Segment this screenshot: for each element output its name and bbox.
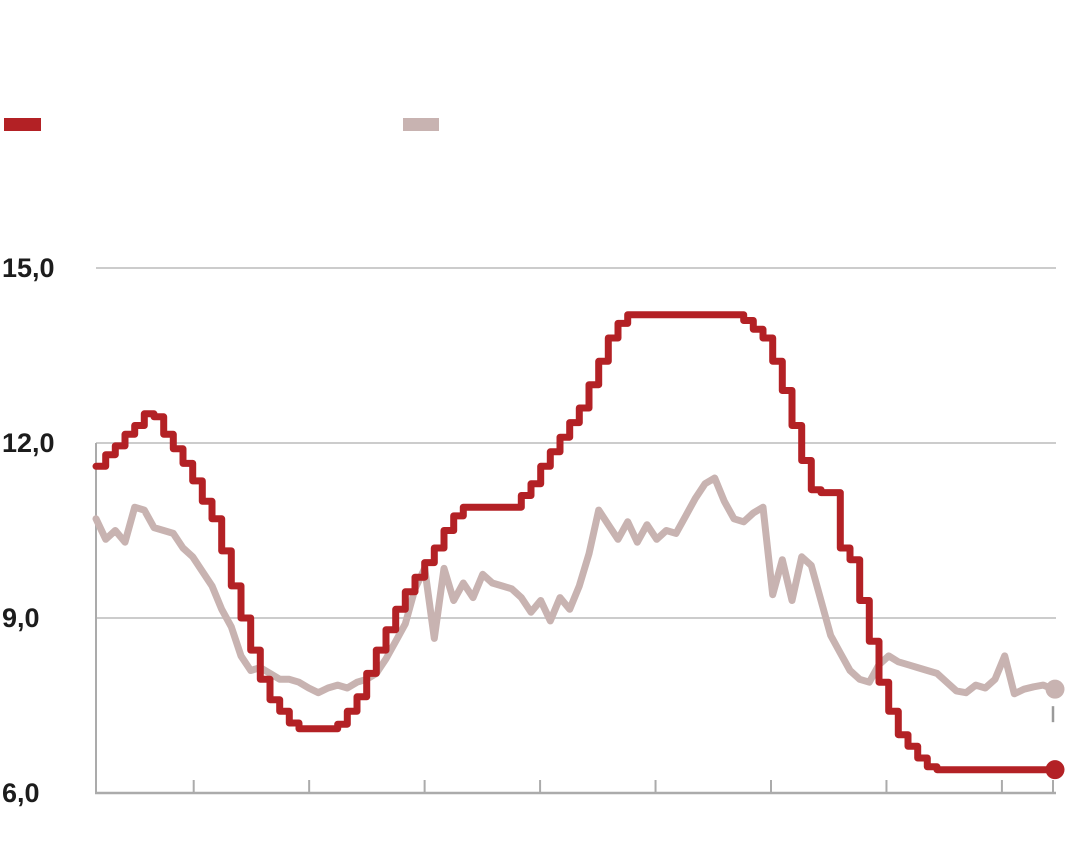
y-axis-label: 12,0 [2, 428, 55, 458]
pink-end-dot [1045, 679, 1065, 699]
y-axis-label: 15,0 [2, 253, 55, 283]
legend-swatch-pink [403, 118, 439, 131]
series-red-line [92, 311, 1057, 774]
legend-swatch-red [4, 118, 41, 131]
y-axis-label: 9,0 [2, 603, 40, 633]
series-pink-line [92, 474, 1057, 698]
red-end-dot [1045, 760, 1065, 780]
y-axis-label: 6,0 [2, 778, 40, 808]
